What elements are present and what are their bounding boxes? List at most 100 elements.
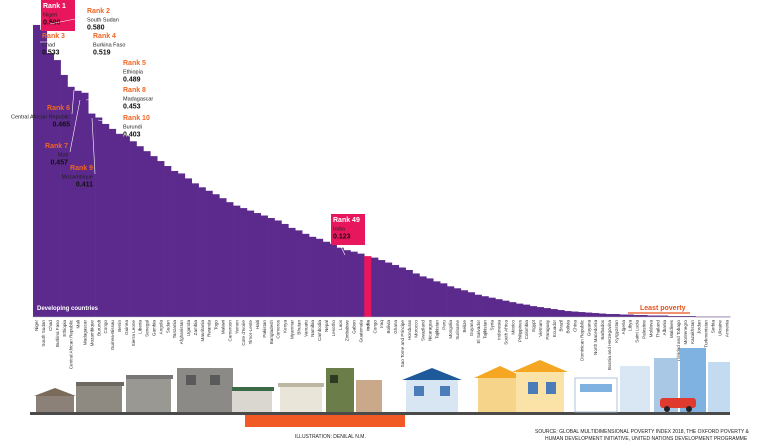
x-tick-label: Swaziland: [421, 320, 426, 341]
annotation-box: [41, 0, 75, 31]
x-tick-label: Trinidad and Tobago: [676, 320, 681, 362]
bar: [157, 161, 165, 317]
x-tick-label: Mongolia: [448, 320, 453, 339]
annotation-rank: Rank 5: [123, 60, 146, 67]
bar: [619, 314, 627, 317]
x-tick-label: Togo: [214, 320, 219, 330]
bar: [53, 60, 61, 318]
annotation-rank: Rank 10: [123, 115, 150, 122]
x-tick-label: Cambodia: [317, 320, 322, 341]
annotation-value: 0.465: [52, 122, 70, 129]
bar: [495, 299, 503, 317]
x-tick-label: Gambia: [151, 320, 156, 337]
bar: [343, 250, 351, 317]
bar: [88, 113, 96, 317]
bar: [302, 233, 310, 317]
x-tick-label: Haiti: [255, 320, 260, 329]
annotation-value: 0.489: [123, 77, 141, 84]
x-tick-label: Congo: [372, 320, 377, 334]
annotation-country: Central African Republic: [11, 115, 70, 121]
x-tick-label: Dominican Republic: [579, 319, 584, 361]
x-tick-label: Niger: [34, 320, 39, 331]
annotation-country: Burundi: [123, 125, 142, 131]
bar: [460, 290, 469, 317]
annotation-rank: Rank 4: [93, 33, 116, 40]
bar-india-highlight: [364, 256, 372, 317]
x-tick-label: Honduras: [407, 319, 412, 340]
bar: [474, 294, 482, 317]
bar: [191, 183, 199, 317]
annotation-leader-line: [91, 117, 96, 175]
bar: [384, 262, 393, 317]
x-tick-label: India: [365, 320, 370, 331]
annotation-value: 0.580: [87, 25, 105, 32]
x-tick-label: Malawi: [221, 320, 226, 334]
x-tick-label: Timor-Leste: [248, 320, 253, 345]
x-tick-label: Pakistan: [262, 320, 267, 338]
bar: [419, 276, 427, 317]
annotation-country: Ethiopia: [123, 70, 144, 76]
x-tick-label: Mozambique: [89, 320, 94, 347]
bar: [212, 194, 220, 317]
bar: [481, 296, 489, 317]
bar: [522, 304, 531, 318]
bar: [177, 173, 186, 317]
bar: [150, 156, 158, 317]
annotation-rank: Rank 1: [43, 3, 66, 10]
bar: [102, 123, 110, 317]
bar: [295, 230, 303, 318]
x-tick-label: Vietnam: [538, 320, 543, 337]
bar: [267, 218, 275, 317]
bar: [378, 260, 386, 317]
bar: [108, 128, 117, 317]
x-tick-label: Cameroon: [227, 320, 232, 342]
annotation-leader-line: [67, 59, 122, 70]
x-tick-label: Montenegro: [683, 320, 688, 345]
x-tick-label: Thailand: [655, 320, 660, 338]
bar: [398, 267, 406, 317]
x-tick-label: Yemen: [234, 320, 239, 335]
annotation-rank: Rank 9: [70, 165, 93, 172]
bar: [605, 314, 613, 317]
x-tick-label: Congo: [103, 320, 108, 334]
x-tick-label: Barbados: [600, 319, 605, 339]
bar: [357, 253, 365, 317]
x-tick-label: Morocco: [414, 320, 419, 338]
annotation-leader-line: [97, 119, 122, 125]
bar: [143, 151, 151, 317]
annotation-country: India: [333, 227, 346, 233]
bar: [136, 146, 144, 317]
bar: [440, 283, 448, 317]
x-tick-label: Sao Tome and Principe: [400, 320, 405, 368]
bar: [309, 236, 317, 317]
x-tick-label: Zambia: [193, 320, 198, 336]
bar: [571, 311, 579, 317]
bar: [681, 316, 689, 317]
bar: [322, 241, 331, 317]
bar: [81, 92, 89, 317]
bar: [205, 190, 213, 317]
annotation-rank: Rank 7: [45, 143, 68, 150]
x-tick-label: Moldova: [648, 320, 653, 338]
x-tick-label: Gabon: [352, 320, 357, 334]
bar: [447, 286, 455, 317]
bar: [164, 166, 172, 317]
x-tick-label: Jordan: [697, 320, 702, 334]
x-tick-label: Sudan: [165, 320, 170, 334]
x-tick-label: Cote d'Ivoire: [241, 320, 246, 346]
right-corner-label: Least poverty: [640, 305, 686, 312]
bar: [329, 243, 337, 317]
bar: [129, 141, 137, 317]
bar: [557, 310, 565, 317]
x-tick-label: Uganda: [186, 320, 191, 337]
x-tick-label: South Africa: [503, 320, 508, 345]
x-tick-label: Guatemala: [359, 320, 364, 343]
x-tick-label: Mali: [76, 320, 81, 328]
bar: [274, 220, 282, 317]
bar: [453, 288, 462, 317]
bar: [371, 257, 379, 317]
annotation-leader-line: [69, 99, 81, 153]
annotation-box: [331, 214, 365, 245]
x-tick-label: Guyana: [469, 320, 474, 337]
